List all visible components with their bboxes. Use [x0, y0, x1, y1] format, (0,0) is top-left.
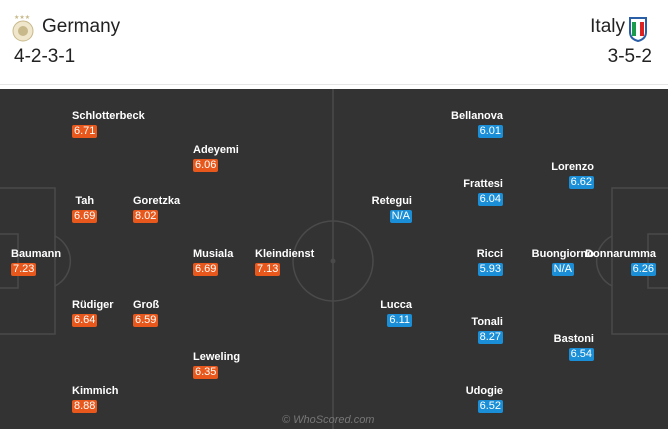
player-name: Baumann [11, 248, 62, 260]
svg-text:★★★: ★★★ [14, 14, 30, 21]
player-name: Adeyemi [193, 144, 239, 156]
player-bastoni[interactable]: Bastoni 6.54 [554, 332, 594, 361]
player-frattesi[interactable]: Frattesi 6.04 [463, 177, 503, 206]
player-rating: 6.59 [133, 314, 159, 327]
player-adeyemi[interactable]: Adeyemi 6.06 [193, 143, 239, 172]
player-gross[interactable]: Groß 6.59 [133, 298, 159, 327]
player-name: Rüdiger [72, 299, 114, 311]
player-lucca[interactable]: Lucca 6.11 [380, 298, 412, 327]
player-name: Frattesi [463, 178, 503, 190]
pitch-lines [0, 89, 668, 429]
player-tah[interactable]: Tah 6.69 [72, 194, 98, 223]
home-formation: 4-2-3-1 [14, 46, 76, 67]
player-name: Buongiorno [531, 248, 594, 260]
player-name: Tonali [471, 316, 503, 328]
player-rating: 8.88 [72, 400, 98, 413]
player-leweling[interactable]: Leweling 6.35 [193, 350, 240, 379]
player-name: Bastoni [553, 333, 594, 345]
player-name: Bellanova [451, 110, 503, 122]
player-rating: 6.69 [72, 210, 98, 223]
player-udogie[interactable]: Udogie 6.52 [466, 384, 503, 413]
player-name: Lorenzo [551, 161, 594, 173]
away-team-name: Italy [590, 16, 625, 37]
player-name: Donnarumma [585, 248, 656, 260]
player-rating: 6.69 [193, 263, 219, 276]
player-rating: 6.06 [193, 159, 219, 172]
player-rating: 6.71 [72, 125, 98, 138]
player-rating: 6.04 [477, 193, 503, 206]
player-rating: 6.52 [477, 400, 503, 413]
player-rating: 6.35 [193, 366, 219, 379]
player-buongiorno[interactable]: Buongiorno N/A [532, 247, 594, 276]
player-name: Retegui [371, 195, 412, 207]
player-name: Groß [133, 299, 160, 311]
player-bellanova[interactable]: Bellanova 6.01 [451, 109, 503, 138]
player-name: Musiala [193, 248, 234, 260]
player-donnarumma[interactable]: Donnarumma 6.26 [585, 247, 656, 276]
player-rating: 7.13 [255, 263, 281, 276]
player-rating: N/A [551, 263, 574, 276]
player-name: Leweling [193, 351, 241, 363]
player-rating: 8.27 [477, 331, 503, 344]
player-musiala[interactable]: Musiala 6.69 [193, 247, 233, 276]
player-ricci[interactable]: Ricci 5.93 [477, 247, 503, 276]
player-rating: 7.23 [11, 263, 37, 276]
player-rudiger[interactable]: Rüdiger 6.64 [72, 298, 114, 327]
player-rating: 6.62 [568, 176, 594, 189]
player-rating: 5.93 [477, 263, 503, 276]
watermark: © WhoScored.com [282, 414, 375, 426]
player-rating: 6.01 [477, 125, 503, 138]
player-name: Kimmich [72, 385, 119, 397]
player-lorenzo[interactable]: Lorenzo 6.62 [551, 160, 594, 189]
player-rating: 6.64 [72, 314, 98, 327]
italy-crest-icon [629, 17, 647, 42]
player-baumann[interactable]: Baumann 7.23 [11, 247, 61, 276]
player-name: Kleindienst [255, 248, 315, 260]
player-rating: N/A [389, 210, 412, 223]
player-retegui[interactable]: Retegui N/A [372, 194, 412, 223]
player-kimmich[interactable]: Kimmich 8.88 [72, 384, 118, 413]
player-rating: 6.11 [387, 314, 412, 327]
away-formation: 3-5-2 [607, 46, 652, 67]
player-kleindienst[interactable]: Kleindienst 7.13 [255, 247, 314, 276]
match-header: ★★★ Germany 4-2-3-1 Italy 3-5-2 [0, 0, 668, 85]
germany-crest-icon: ★★★ [12, 14, 34, 42]
player-rating: 6.54 [568, 348, 594, 361]
player-rating: 6.26 [630, 263, 656, 276]
player-name: Goretzka [133, 195, 181, 207]
player-name: Udogie [465, 385, 503, 397]
player-name: Schlotterbeck [72, 110, 145, 122]
home-team-name: Germany [42, 16, 121, 37]
player-rating: 8.02 [133, 210, 159, 223]
player-goretzka[interactable]: Goretzka 8.02 [133, 194, 180, 223]
player-name: Tah [75, 195, 95, 207]
player-name: Ricci [476, 248, 503, 260]
pitch [0, 89, 668, 429]
player-tonali[interactable]: Tonali 8.27 [471, 315, 503, 344]
player-name: Lucca [380, 299, 412, 311]
player-schlotterbeck[interactable]: Schlotterbeck 6.71 [72, 109, 145, 138]
